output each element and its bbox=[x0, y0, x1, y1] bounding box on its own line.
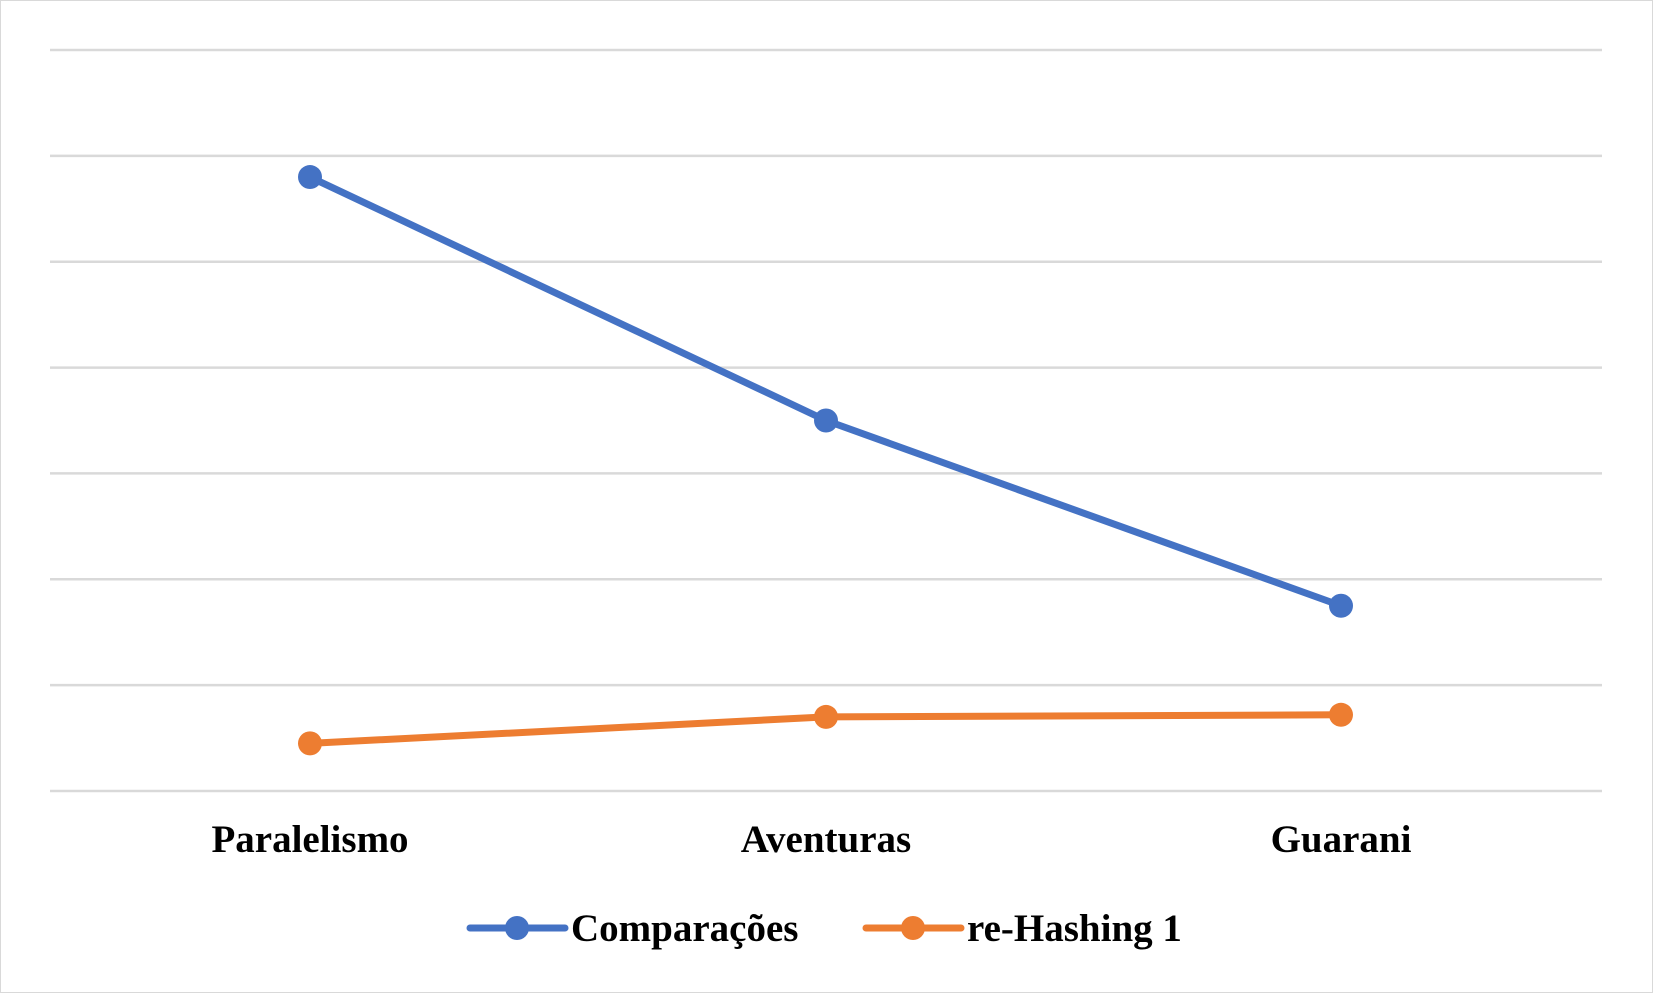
x-tick-label-2: Aventuras bbox=[741, 818, 911, 861]
series-line-1 bbox=[306, 173, 1345, 610]
series-2-point-1[interactable] bbox=[298, 731, 322, 756]
series-2-point-3[interactable] bbox=[1329, 702, 1353, 727]
series-2-point-2[interactable] bbox=[814, 704, 838, 729]
legend[interactable]: Comparações re-Hashing 1 bbox=[466, 907, 1182, 950]
gridlines bbox=[50, 48, 1602, 793]
x-tick-label-1: Paralelismo bbox=[211, 818, 408, 861]
legend-item-2[interactable]: re-Hashing 1 bbox=[862, 907, 1182, 950]
series-1-point-3[interactable] bbox=[1329, 593, 1353, 618]
series-markers bbox=[298, 165, 1353, 756]
x-tick-labels: Paralelismo Aventuras Guarani bbox=[211, 818, 1411, 861]
legend-item-1[interactable]: Comparações bbox=[466, 907, 798, 950]
legend-swatch-marker-1 bbox=[505, 916, 529, 940]
series-1-point-2[interactable] bbox=[814, 408, 838, 433]
series-1-point-1[interactable] bbox=[298, 165, 322, 190]
x-tick-label-3: Guarani bbox=[1271, 818, 1412, 861]
legend-swatch-marker-2 bbox=[901, 916, 925, 940]
legend-label-2: re-Hashing 1 bbox=[967, 907, 1182, 950]
legend-label-1: Comparações bbox=[571, 907, 798, 950]
